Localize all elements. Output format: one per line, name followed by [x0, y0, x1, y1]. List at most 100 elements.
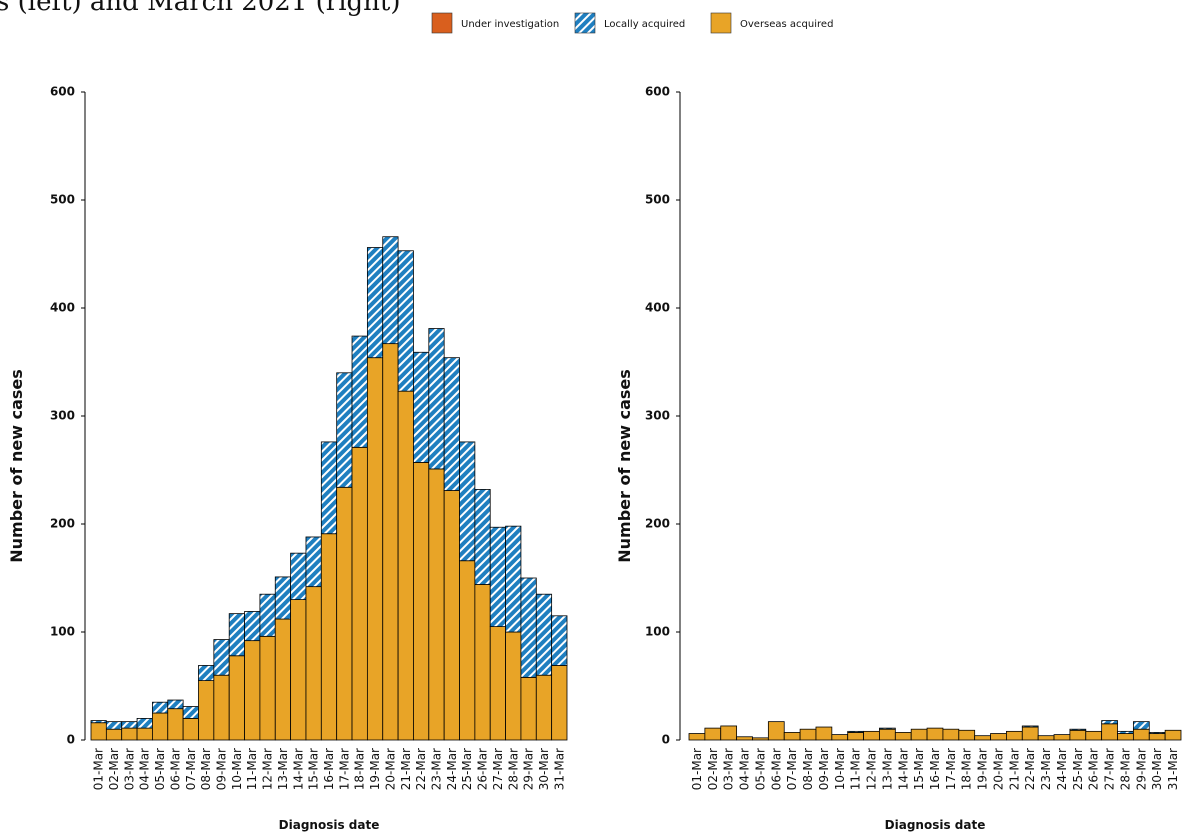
y-tick-label: 300 — [50, 409, 75, 423]
x-tick-label: 06-Mar — [168, 748, 182, 790]
bar-segment — [351, 446, 368, 741]
bar-segment — [535, 593, 553, 676]
bar-segment — [290, 552, 307, 600]
x-tick-label: 29-Mar — [1134, 748, 1148, 790]
bar-segment — [551, 615, 568, 666]
bar-segment — [704, 727, 722, 741]
legend-swatch — [574, 12, 596, 34]
bar-segment — [244, 640, 261, 741]
bar-segment — [336, 486, 353, 741]
y-tick-label: 0 — [662, 733, 670, 747]
bar-segment — [1148, 733, 1166, 741]
bar-segment — [1069, 729, 1087, 741]
x-tick-label: 27-Mar — [491, 748, 505, 790]
y-tick-label: 200 — [50, 517, 75, 531]
x-tick-label: 02-Mar — [107, 748, 121, 790]
page-title: s (left) and March 2021 (right) — [0, 0, 401, 17]
legend-label: Overseas acquired — [740, 19, 833, 30]
bar-segment — [290, 599, 307, 741]
x-tick-label: 12-Mar — [865, 748, 879, 790]
x-tick-label: 05-Mar — [753, 748, 767, 790]
bar-segment — [1101, 723, 1118, 741]
bar-segment — [136, 718, 153, 729]
legend-label: Locally acquired — [604, 19, 685, 30]
x-tick-label: 26-Mar — [476, 748, 490, 790]
x-tick-label: 24-Mar — [445, 748, 459, 790]
bar-segment — [167, 699, 184, 710]
bar-segment — [736, 736, 753, 741]
bar-segment — [505, 631, 522, 741]
bar-segment — [1148, 732, 1166, 734]
bar-segment — [413, 351, 430, 463]
y-tick-label: 600 — [50, 85, 75, 99]
bar-segment — [990, 733, 1007, 741]
x-tick-label: 13-Mar — [880, 748, 894, 790]
x-axis-label: Diagnosis date — [885, 818, 986, 832]
x-tick-label: 04-Mar — [738, 748, 752, 790]
bar-segment — [847, 730, 864, 733]
x-tick-label: 10-Mar — [230, 748, 244, 790]
bar-segment — [459, 441, 476, 562]
bar-segment — [121, 727, 138, 741]
bar-segment — [1053, 734, 1071, 741]
bar-segment — [489, 526, 506, 627]
x-tick-label: 24-Mar — [1055, 748, 1069, 790]
bar-segment — [535, 674, 553, 741]
x-tick-label: 22-Mar — [414, 748, 428, 790]
bar-segment — [213, 639, 230, 676]
y-tick-label: 600 — [645, 85, 670, 99]
bar-segment — [520, 676, 537, 741]
bar-segment — [198, 680, 215, 741]
bar-segment — [305, 586, 322, 741]
bar-segment — [958, 729, 976, 741]
bar-segment — [136, 727, 153, 741]
bar-segment — [397, 250, 414, 392]
bar-segment — [459, 560, 476, 741]
bar-segment — [799, 728, 817, 741]
bar-segment — [428, 468, 445, 741]
bar-segment — [942, 728, 960, 741]
bar-segment — [688, 733, 706, 741]
x-tick-label: 06-Mar — [769, 748, 783, 790]
bar-segment — [783, 732, 801, 741]
bar-segment — [259, 593, 276, 637]
bar-segment — [320, 533, 338, 741]
x-tick-label: 23-Mar — [1039, 748, 1053, 790]
bar-segment — [1021, 726, 1039, 741]
bar-segment — [105, 721, 123, 730]
x-tick-label: 05-Mar — [153, 748, 167, 790]
y-tick-label: 100 — [645, 625, 670, 639]
bar-segment — [894, 732, 912, 741]
bar-segment — [910, 728, 928, 741]
x-tick-label: 19-Mar — [976, 748, 990, 790]
x-tick-label: 13-Mar — [276, 748, 290, 790]
x-tick-label: 16-Mar — [322, 748, 336, 790]
bar-segment — [413, 462, 430, 741]
bar-segment — [443, 490, 460, 741]
bar-segment — [121, 721, 138, 729]
bar-segment — [815, 726, 833, 741]
x-tick-label: 28-Mar — [1118, 748, 1132, 790]
bar-segment — [244, 611, 261, 642]
bar-segment — [1117, 730, 1134, 734]
x-tick-label: 03-Mar — [122, 748, 136, 790]
bar-segment — [213, 674, 230, 741]
bar-segment — [720, 725, 738, 741]
x-tick-label: 09-Mar — [215, 748, 229, 790]
x-tick-label: 18-Mar — [353, 748, 367, 790]
bar-segment — [847, 732, 864, 741]
bar-segment — [152, 701, 169, 714]
bar-segment — [428, 328, 445, 470]
bar-segment — [831, 734, 849, 741]
bar-segment — [336, 372, 353, 488]
y-axis-label: Number of new cases — [615, 369, 634, 563]
x-axis-label: Diagnosis date — [279, 818, 380, 832]
x-tick-label: 31-Mar — [1166, 748, 1180, 790]
x-tick-label: 30-Mar — [1150, 748, 1164, 790]
x-tick-label: 20-Mar — [991, 748, 1005, 790]
x-tick-label: 17-Mar — [944, 748, 958, 790]
y-axis-label: Number of new cases — [7, 369, 26, 563]
x-tick-label: 01-Mar — [690, 748, 704, 790]
bar-segment — [182, 718, 199, 741]
bar-segment — [320, 441, 338, 535]
